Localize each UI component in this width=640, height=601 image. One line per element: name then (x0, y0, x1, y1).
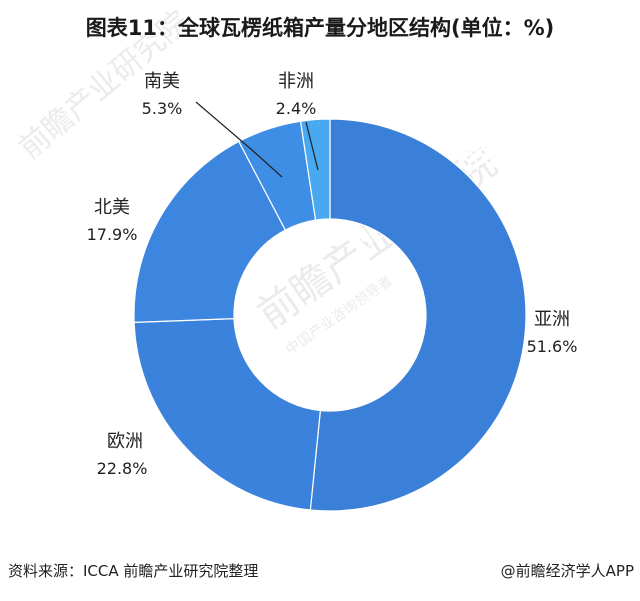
leader-line-south-america (195, 101, 283, 178)
label-africa: 非洲 (278, 71, 314, 92)
value-label-africa: 2.4% (276, 99, 317, 118)
slice-asia (309, 118, 527, 512)
value-label-north-america: 17.9% (87, 225, 138, 244)
label-north-america: 北美 (94, 197, 130, 218)
label-asia: 亚洲 (534, 309, 570, 330)
chart-title: 图表11：全球瓦楞纸箱产量分地区结构(单位：%) (85, 16, 555, 40)
value-label-south-america: 5.3% (142, 99, 183, 118)
slice-north-america (133, 140, 287, 324)
slices (133, 118, 527, 512)
credit-note: @前瞻经济学人APP (500, 562, 634, 580)
label-europe: 欧洲 (107, 431, 143, 452)
source-note: 资料来源：ICCA 前瞻产业研究院整理 (8, 562, 259, 580)
slice-europe (133, 317, 322, 511)
value-label-asia: 51.6% (527, 337, 578, 356)
leader-line-africa (305, 121, 319, 171)
donut-chart: 前瞻产业研究院 前瞻产业研究院 中国产业咨询领导者 前瞻产业研究院 亚洲51.6… (13, 4, 578, 512)
labels: 亚洲 51.6% 欧洲 22.8% 北美 17.9% 南美 5.3% 非洲 2.4% (87, 71, 578, 478)
footer: 资料来源：ICCA 前瞻产业研究院整理 @前瞻经济学人APP (0, 556, 640, 586)
label-south-america: 南美 (144, 71, 180, 92)
value-label-europe: 22.8% (97, 459, 148, 478)
slice-africa (299, 118, 331, 221)
